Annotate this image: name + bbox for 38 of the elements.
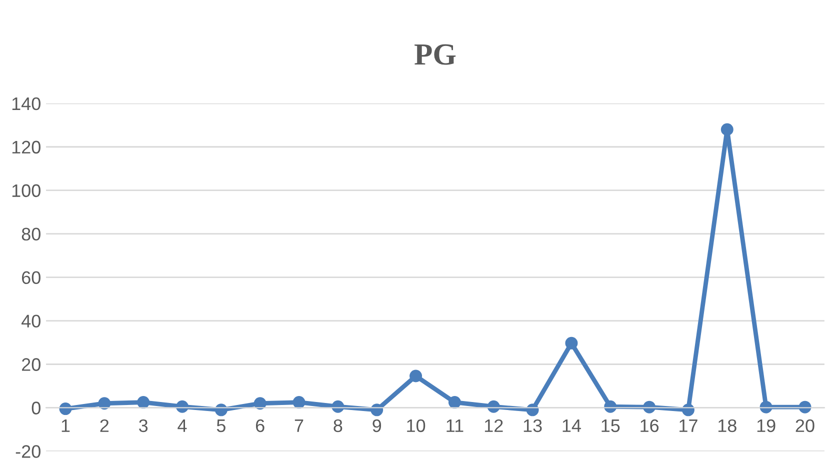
point	[410, 370, 422, 382]
point	[137, 396, 150, 409]
point	[98, 397, 111, 410]
x-tick-label: 13	[524, 419, 542, 432]
x-tick-label: 8	[334, 419, 342, 432]
point	[292, 396, 306, 409]
y-tick-label: 120	[12, 140, 40, 154]
point	[254, 397, 266, 410]
x-tick-label: 20	[796, 419, 814, 432]
chart-title: PG	[414, 44, 456, 65]
x-tick-label: 1	[62, 420, 70, 432]
x-tick-label: 11	[446, 420, 464, 432]
x-tick-label: 6	[256, 419, 264, 432]
x-tick-label: 15	[602, 420, 620, 432]
x-tick-label: 10	[407, 419, 426, 432]
x-tick-label: 9	[372, 419, 382, 432]
point	[565, 336, 578, 350]
x-tick-label: 3	[139, 419, 148, 432]
x-tick-label: 14	[562, 420, 581, 432]
x-tick-label: 4	[178, 420, 187, 432]
point	[720, 123, 734, 136]
x-tick-label: 17	[680, 420, 698, 432]
x-tick-label: 2	[100, 419, 109, 432]
x-tick-label: 12	[484, 419, 503, 432]
y-tick-label: 140	[12, 97, 40, 110]
y-tick-label: 40	[22, 314, 40, 328]
y-tick-label: -20	[16, 445, 40, 458]
x-tick-label: 5	[216, 420, 226, 432]
y-tick-label: 80	[22, 228, 40, 241]
x-tick-label: 19	[757, 419, 776, 432]
y-tick-label: 0	[32, 402, 40, 414]
x-tick-label: 7	[294, 420, 304, 432]
point	[448, 396, 461, 409]
x-tick-label: 16	[640, 419, 659, 432]
x-tick-label: 18	[718, 419, 736, 432]
y-tick-label: 60	[22, 271, 40, 284]
y-tick-label: 100	[12, 184, 40, 198]
y-tick-label: 20	[22, 358, 40, 371]
